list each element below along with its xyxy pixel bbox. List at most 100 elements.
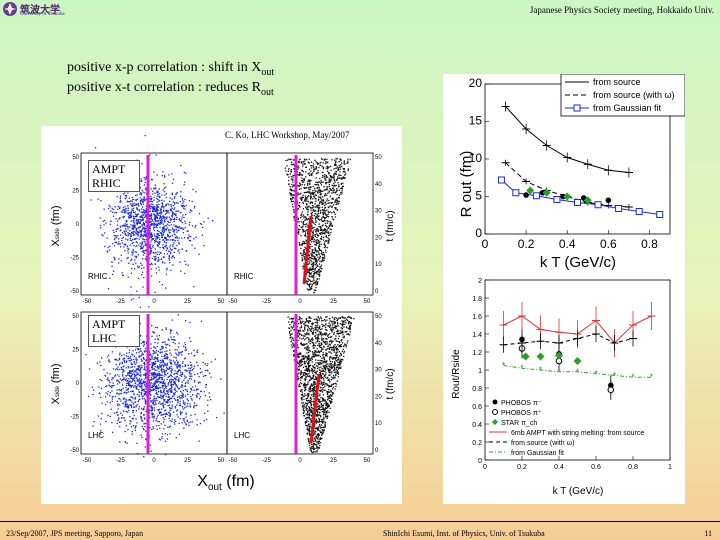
scatter-point xyxy=(151,335,153,337)
scatter-point xyxy=(153,346,155,348)
scatter-point xyxy=(337,200,339,202)
scatter-point xyxy=(133,358,135,361)
scatter-point xyxy=(139,245,142,248)
scatter-point xyxy=(173,393,175,395)
scatter-point xyxy=(173,381,176,383)
scatter-point xyxy=(151,364,153,366)
scatter-point xyxy=(127,201,129,203)
scatter-point xyxy=(298,233,300,235)
scatter-point xyxy=(127,234,129,236)
scatter-point xyxy=(290,178,292,180)
scatter-point xyxy=(161,361,163,363)
scatter-point xyxy=(316,230,318,232)
scatter-point xyxy=(322,203,324,205)
scatter-point xyxy=(118,357,120,360)
scatter-point xyxy=(292,209,295,211)
scatter-point xyxy=(153,395,155,397)
scatter-point xyxy=(316,282,319,284)
scatter-point xyxy=(308,270,310,272)
scatter-point xyxy=(159,226,161,228)
scatter-point xyxy=(149,246,151,249)
scatter-point xyxy=(155,360,157,362)
scatter-point xyxy=(138,395,140,398)
scatter-point xyxy=(327,345,330,347)
scatter-point xyxy=(156,213,158,215)
scatter-point xyxy=(159,382,161,384)
scatter-point xyxy=(143,361,145,364)
scatter-point xyxy=(326,215,328,217)
scatter-point xyxy=(136,404,138,406)
scatter-point xyxy=(129,235,132,237)
scatter-point xyxy=(325,404,327,406)
scatter-point xyxy=(312,376,314,378)
scatter-point xyxy=(125,405,127,408)
scatter-point xyxy=(150,347,152,349)
scatter-point xyxy=(310,167,313,169)
scatter-point xyxy=(323,216,325,219)
scatter-point xyxy=(171,214,173,216)
scatter-point xyxy=(185,349,188,351)
scatter-point xyxy=(145,243,147,245)
scatter-point xyxy=(142,214,145,216)
scatter-point xyxy=(311,221,313,224)
scatter-point xyxy=(141,398,144,400)
scatter-point xyxy=(181,375,183,377)
scatter-point xyxy=(144,347,147,349)
scatter-point xyxy=(157,367,159,369)
scatter-point xyxy=(153,346,155,349)
scatter-point xyxy=(336,351,339,353)
scatter-point xyxy=(322,430,324,432)
scatter-point xyxy=(135,204,137,206)
scatter-point xyxy=(328,239,331,241)
scatter-point xyxy=(223,412,225,414)
scatter-point xyxy=(310,272,312,274)
scatter-point xyxy=(181,362,184,364)
scatter-point xyxy=(160,364,162,367)
scatter-point xyxy=(133,414,135,417)
scatter-point xyxy=(296,320,299,322)
scatter-point xyxy=(304,191,307,194)
scatter-point xyxy=(315,281,317,283)
scatter-point xyxy=(150,372,152,374)
scatter-point xyxy=(319,270,322,272)
scatter-point xyxy=(334,208,337,210)
scatter-point xyxy=(140,412,143,414)
scatter-point xyxy=(138,368,140,370)
scatter-point xyxy=(142,407,145,410)
scatter-point xyxy=(155,223,157,225)
scatter-point xyxy=(130,205,133,207)
scatter-point xyxy=(137,221,139,223)
scatter-point xyxy=(156,213,158,216)
scatter-point xyxy=(186,381,188,383)
scatter-point xyxy=(118,397,120,400)
scatter-point xyxy=(180,270,182,272)
scatter-point xyxy=(123,398,125,400)
scatter-point xyxy=(288,321,290,323)
scatter-point xyxy=(153,415,155,417)
scatter-point xyxy=(162,395,164,398)
scatter-point xyxy=(301,363,303,366)
scatter-point xyxy=(145,256,147,258)
scatter-point xyxy=(186,370,188,372)
scatter-point xyxy=(329,195,331,197)
scatter-point xyxy=(152,403,154,405)
scatter-point xyxy=(319,189,321,191)
scatter-point xyxy=(327,206,329,209)
scatter-point xyxy=(307,184,309,186)
scatter-point xyxy=(163,421,165,423)
scatter-point xyxy=(118,393,120,395)
scatter-point xyxy=(162,228,164,230)
scatter-point xyxy=(172,341,174,343)
scatter-point xyxy=(129,371,131,373)
scatter-point xyxy=(150,374,153,376)
scatter-point xyxy=(319,266,321,268)
scatter-point xyxy=(144,374,147,377)
scatter-point xyxy=(151,366,153,368)
scatter-point xyxy=(142,191,144,193)
scatter-point xyxy=(139,322,141,325)
scatter-point xyxy=(296,165,299,167)
scatter-point xyxy=(128,380,130,383)
scatter-point xyxy=(125,212,127,214)
scatter-point xyxy=(157,251,159,253)
scatter-point xyxy=(303,255,305,258)
